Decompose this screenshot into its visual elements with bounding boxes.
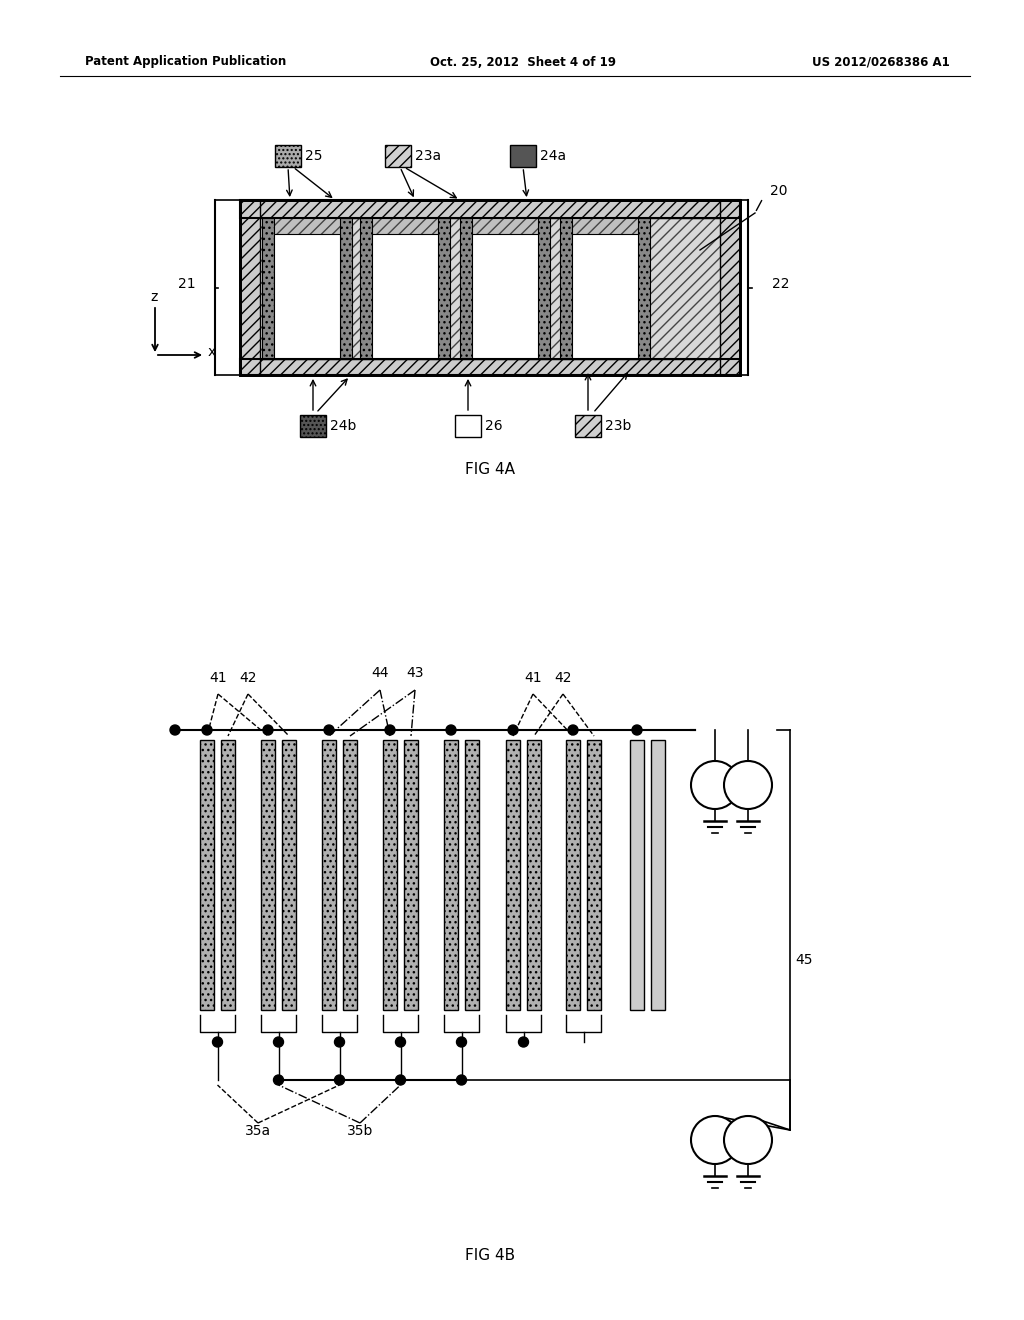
Text: 35a: 35a (245, 1125, 271, 1138)
Bar (560, 218, 650, 359)
Bar (262, 218, 274, 359)
Bar (444, 741, 458, 1010)
Text: 44: 44 (372, 667, 389, 680)
Bar (506, 741, 520, 1010)
Bar (587, 741, 601, 1010)
Circle shape (385, 725, 395, 735)
Bar (460, 218, 472, 359)
Bar (510, 145, 536, 168)
Bar (460, 218, 550, 359)
Circle shape (170, 725, 180, 735)
Bar (630, 741, 644, 1010)
Text: FIG 4B: FIG 4B (465, 1247, 515, 1262)
Circle shape (213, 1038, 222, 1047)
Bar (360, 218, 372, 359)
Circle shape (263, 725, 273, 735)
Bar (300, 414, 326, 437)
Bar (360, 218, 450, 359)
Text: Oct. 25, 2012  Sheet 4 of 19: Oct. 25, 2012 Sheet 4 of 19 (430, 55, 616, 69)
Text: 22: 22 (772, 277, 790, 290)
Bar (240, 201, 740, 375)
Text: 23b: 23b (605, 418, 632, 433)
Bar (472, 234, 538, 359)
Bar (575, 414, 601, 437)
Bar (572, 234, 638, 359)
Text: 26: 26 (485, 418, 503, 433)
Bar (438, 218, 450, 359)
Bar (343, 741, 357, 1010)
Bar (261, 741, 275, 1010)
Bar (385, 145, 411, 168)
Bar (372, 234, 438, 359)
Text: 20: 20 (770, 183, 787, 198)
Text: 23a: 23a (415, 149, 441, 162)
Text: 35b: 35b (347, 1125, 373, 1138)
Circle shape (724, 1115, 772, 1164)
Bar (240, 201, 260, 375)
Circle shape (273, 1038, 284, 1047)
Text: 25: 25 (305, 149, 323, 162)
Circle shape (202, 725, 212, 735)
Circle shape (395, 1074, 406, 1085)
Circle shape (508, 725, 518, 735)
Bar (322, 741, 336, 1010)
Circle shape (457, 1038, 467, 1047)
Bar (221, 741, 234, 1010)
Bar (465, 741, 479, 1010)
Text: 21: 21 (178, 277, 196, 290)
Text: x: x (208, 345, 216, 359)
Bar (200, 741, 214, 1010)
Circle shape (691, 1115, 739, 1164)
Bar (275, 145, 301, 168)
Text: 43: 43 (407, 667, 424, 680)
Text: 41: 41 (524, 671, 542, 685)
Bar (527, 741, 541, 1010)
Bar (240, 359, 740, 375)
Circle shape (395, 1038, 406, 1047)
Text: 45: 45 (795, 953, 812, 968)
Bar (720, 201, 740, 375)
Circle shape (335, 1074, 344, 1085)
Bar (262, 218, 352, 359)
Bar (560, 218, 572, 359)
Circle shape (335, 1038, 344, 1047)
Circle shape (568, 725, 578, 735)
Text: z: z (150, 290, 158, 304)
Text: 42: 42 (554, 671, 571, 685)
Circle shape (724, 762, 772, 809)
Bar (240, 201, 740, 375)
Bar (566, 741, 580, 1010)
Text: 42: 42 (240, 671, 257, 685)
Bar (274, 234, 340, 359)
Text: FIG 4A: FIG 4A (465, 462, 515, 478)
Bar (240, 359, 740, 375)
Circle shape (518, 1038, 528, 1047)
Circle shape (457, 1074, 467, 1085)
Text: 24b: 24b (330, 418, 356, 433)
Bar (340, 218, 352, 359)
Bar (638, 218, 650, 359)
Circle shape (324, 725, 334, 735)
Circle shape (691, 762, 739, 809)
Bar (455, 414, 481, 437)
Bar (282, 741, 296, 1010)
Text: Patent Application Publication: Patent Application Publication (85, 55, 287, 69)
Circle shape (446, 725, 456, 735)
Text: 41: 41 (209, 671, 226, 685)
Bar (538, 218, 550, 359)
Text: 24a: 24a (540, 149, 566, 162)
Circle shape (632, 725, 642, 735)
Bar (404, 741, 418, 1010)
Bar (260, 218, 720, 359)
Circle shape (273, 1074, 284, 1085)
Text: US 2012/0268386 A1: US 2012/0268386 A1 (812, 55, 950, 69)
Bar (240, 201, 740, 218)
Bar (651, 741, 665, 1010)
Bar (383, 741, 397, 1010)
Bar (240, 201, 740, 218)
